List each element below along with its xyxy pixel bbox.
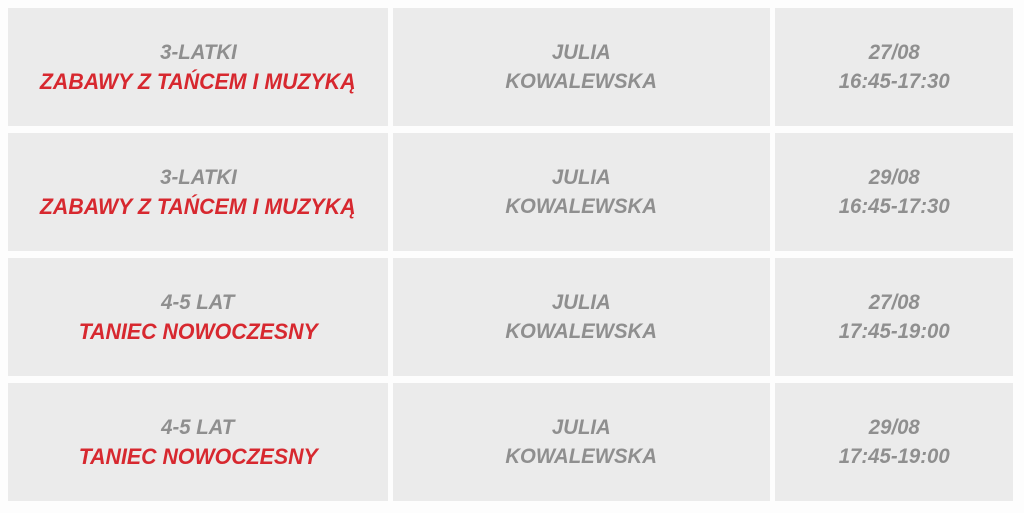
time-label: 16:45-17:30 <box>838 195 950 218</box>
instructor-cell: JULIA KOWALEWSKA <box>393 383 770 501</box>
instructor-last-name: KOWALEWSKA <box>505 320 658 343</box>
datetime-cell: 29/08 17:45-19:00 <box>775 383 1013 501</box>
instructor-cell: JULIA KOWALEWSKA <box>393 133 770 251</box>
datetime-cell: 29/08 16:45-17:30 <box>775 133 1013 251</box>
class-name-label: TANIEC NOWOCZESNY <box>78 319 318 344</box>
datetime-cell: 27/08 16:45-17:30 <box>775 8 1013 126</box>
class-cell: 4-5 LAT TANIEC NOWOCZESNY <box>8 383 388 501</box>
age-group-label: 3-LATKI <box>159 166 237 189</box>
time-label: 17:45-19:00 <box>838 445 950 468</box>
class-cell: 3-LATKI ZABAWY Z TAŃCEM I MUZYKĄ <box>8 8 388 126</box>
class-cell: 4-5 LAT TANIEC NOWOCZESNY <box>8 258 388 376</box>
instructor-last-name: KOWALEWSKA <box>505 195 658 218</box>
age-group-label: 4-5 LAT <box>161 291 235 314</box>
date-label: 27/08 <box>868 41 920 64</box>
schedule-table: 3-LATKI ZABAWY Z TAŃCEM I MUZYKĄ JULIA K… <box>8 8 1013 501</box>
class-cell: 3-LATKI ZABAWY Z TAŃCEM I MUZYKĄ <box>8 133 388 251</box>
age-group-label: 4-5 LAT <box>161 416 235 439</box>
instructor-first-name: JULIA <box>552 416 611 439</box>
date-label: 27/08 <box>868 291 920 314</box>
instructor-cell: JULIA KOWALEWSKA <box>393 8 770 126</box>
class-name-label: TANIEC NOWOCZESNY <box>78 444 318 469</box>
time-label: 16:45-17:30 <box>838 70 950 93</box>
time-label: 17:45-19:00 <box>838 320 950 343</box>
class-name-label: ZABAWY Z TAŃCEM I MUZYKĄ <box>40 194 356 219</box>
instructor-first-name: JULIA <box>552 41 611 64</box>
datetime-cell: 27/08 17:45-19:00 <box>775 258 1013 376</box>
instructor-first-name: JULIA <box>552 166 611 189</box>
instructor-last-name: KOWALEWSKA <box>505 70 658 93</box>
instructor-last-name: KOWALEWSKA <box>505 445 658 468</box>
date-label: 29/08 <box>868 166 920 189</box>
class-name-label: ZABAWY Z TAŃCEM I MUZYKĄ <box>40 69 356 94</box>
instructor-first-name: JULIA <box>552 291 611 314</box>
instructor-cell: JULIA KOWALEWSKA <box>393 258 770 376</box>
date-label: 29/08 <box>868 416 920 439</box>
age-group-label: 3-LATKI <box>159 41 237 64</box>
